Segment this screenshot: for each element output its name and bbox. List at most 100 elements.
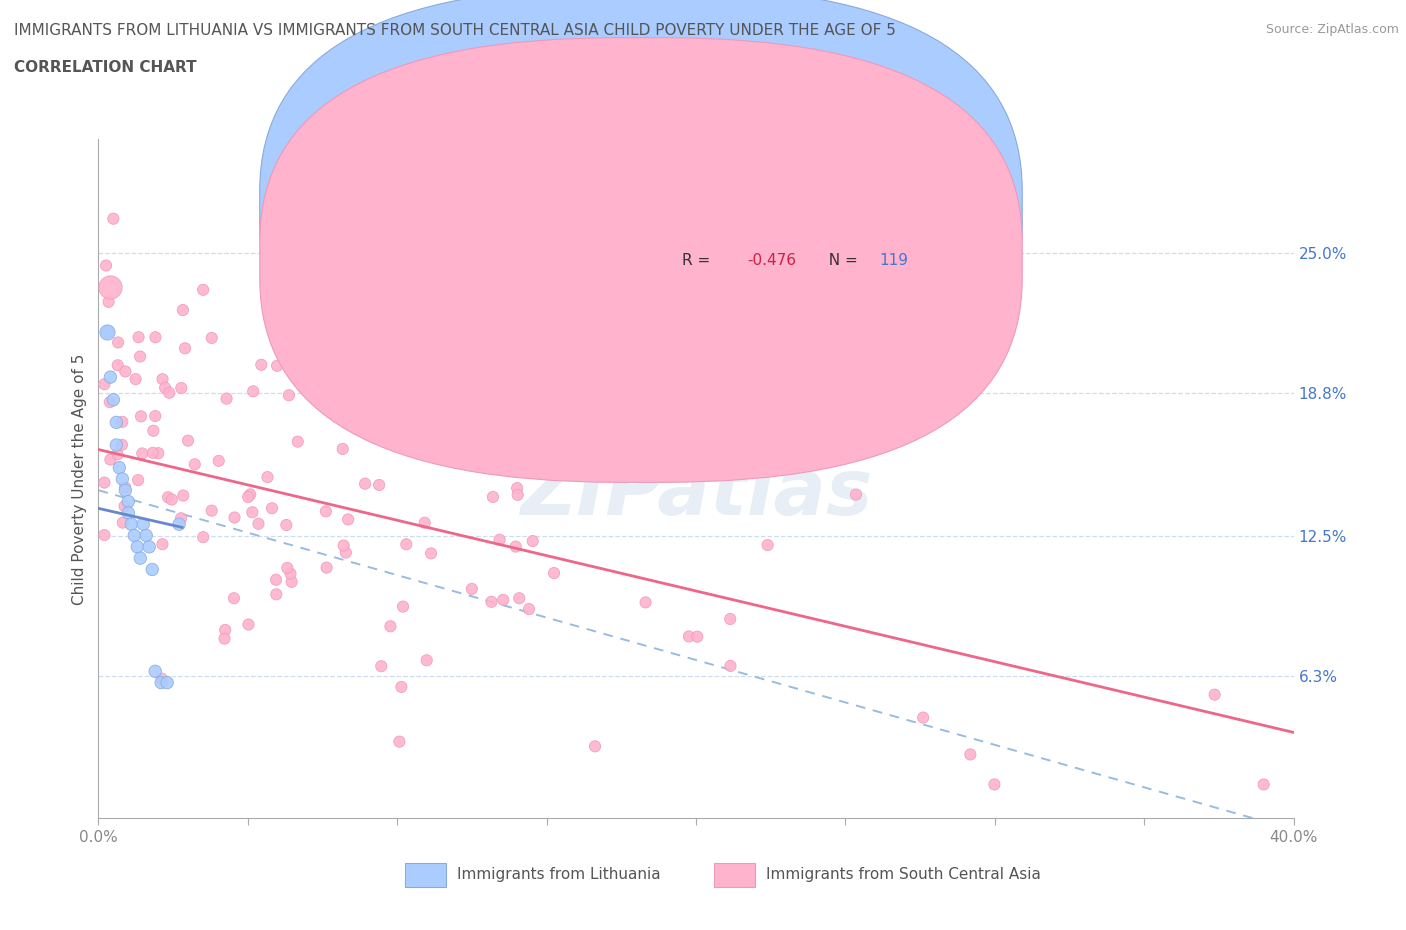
- Point: [380, 618, 402, 633]
- Point: [129, 409, 152, 424]
- Point: [98, 279, 122, 294]
- Point: [420, 546, 443, 561]
- Text: R =: R =: [682, 202, 714, 217]
- Point: [501, 349, 523, 364]
- Point: [128, 330, 150, 345]
- Point: [191, 283, 214, 298]
- Text: -0.041: -0.041: [748, 202, 796, 217]
- Point: [131, 446, 153, 461]
- Point: [278, 388, 301, 403]
- Point: [247, 516, 270, 531]
- Point: [111, 472, 134, 486]
- Point: [543, 565, 565, 580]
- Point: [439, 397, 461, 412]
- Point: [114, 480, 136, 495]
- Point: [157, 490, 180, 505]
- Point: [129, 349, 152, 364]
- Point: [315, 504, 337, 519]
- Point: [912, 711, 935, 725]
- Point: [117, 505, 139, 520]
- Point: [143, 664, 166, 679]
- Text: N =: N =: [820, 202, 863, 217]
- Point: [172, 488, 194, 503]
- Point: [240, 505, 263, 520]
- Point: [337, 512, 360, 527]
- Point: [170, 511, 193, 525]
- Point: [201, 503, 224, 518]
- Point: [238, 489, 260, 504]
- Point: [153, 380, 176, 395]
- Text: Immigrants from South Central Asia: Immigrants from South Central Asia: [766, 867, 1042, 882]
- Point: [392, 599, 415, 614]
- Point: [111, 415, 134, 430]
- Point: [132, 517, 155, 532]
- Point: [276, 561, 298, 576]
- Point: [686, 630, 709, 644]
- Point: [184, 457, 207, 472]
- Point: [505, 539, 527, 554]
- Point: [215, 392, 238, 406]
- Point: [280, 575, 302, 590]
- Point: [150, 675, 173, 690]
- Point: [124, 528, 146, 543]
- Point: [177, 433, 200, 448]
- Point: [389, 680, 412, 695]
- Point: [214, 631, 236, 646]
- Text: CORRELATION CHART: CORRELATION CHART: [14, 60, 197, 75]
- Point: [395, 537, 418, 551]
- Point: [720, 658, 742, 673]
- Point: [506, 481, 529, 496]
- Point: [105, 415, 128, 430]
- Point: [114, 483, 136, 498]
- Point: [97, 295, 120, 310]
- Point: [332, 538, 354, 553]
- Point: [111, 515, 134, 530]
- Point: [103, 211, 125, 226]
- Point: [114, 498, 136, 513]
- Point: [238, 618, 260, 632]
- FancyBboxPatch shape: [595, 177, 965, 292]
- Point: [718, 612, 741, 627]
- Point: [150, 671, 173, 686]
- Point: [201, 330, 224, 345]
- Point: [93, 527, 115, 542]
- Point: [107, 335, 129, 350]
- Point: [959, 747, 981, 762]
- Point: [98, 369, 122, 385]
- Point: [170, 380, 193, 395]
- Point: [98, 394, 121, 409]
- Point: [329, 384, 352, 399]
- Point: [280, 566, 302, 581]
- Point: [127, 472, 149, 487]
- Text: Immigrants from Lithuania: Immigrants from Lithuania: [457, 867, 661, 882]
- Point: [388, 734, 411, 749]
- Point: [266, 358, 288, 373]
- Point: [264, 572, 287, 587]
- Point: [117, 494, 139, 509]
- Point: [124, 372, 146, 387]
- Point: [93, 377, 115, 392]
- Point: [138, 539, 160, 554]
- Point: [415, 653, 437, 668]
- Text: IMMIGRANTS FROM LITHUANIA VS IMMIGRANTS FROM SOUTH CENTRAL ASIA CHILD POVERTY UN: IMMIGRANTS FROM LITHUANIA VS IMMIGRANTS …: [14, 23, 896, 38]
- Point: [461, 581, 484, 596]
- Point: [260, 501, 283, 516]
- Point: [508, 591, 530, 605]
- Point: [93, 475, 115, 490]
- Point: [315, 560, 337, 575]
- Point: [250, 357, 273, 372]
- Point: [439, 421, 461, 436]
- Point: [492, 592, 515, 607]
- Point: [129, 551, 152, 565]
- Point: [678, 629, 700, 644]
- Point: [143, 408, 166, 423]
- FancyBboxPatch shape: [260, 0, 1022, 432]
- Point: [256, 470, 278, 485]
- Point: [224, 510, 246, 525]
- Point: [208, 454, 231, 469]
- Point: [145, 330, 167, 345]
- Text: N =: N =: [820, 253, 863, 268]
- Point: [135, 528, 157, 543]
- Point: [983, 777, 1005, 792]
- Point: [472, 392, 495, 406]
